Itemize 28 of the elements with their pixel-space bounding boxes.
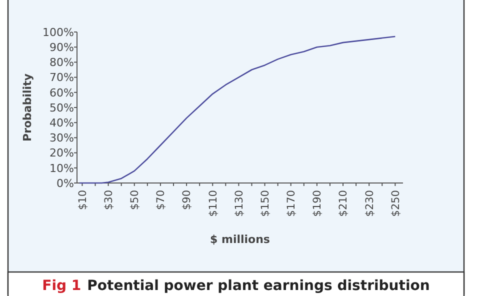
x-tick-label: $250 (390, 190, 402, 217)
y-tick-label: 0% (56, 176, 74, 190)
x-tick-label: $150 (259, 190, 272, 217)
x-tick-label: $170 (286, 190, 298, 217)
x-tick-label: $230 (364, 190, 376, 217)
x-tick-label: $70 (155, 190, 168, 210)
line-series (78, 36, 396, 184)
y-tick-label: 30% (50, 132, 74, 145)
x-tick-label: $190 (312, 190, 324, 217)
text: Fig 1 Potential power plant earnings distribution (42, 278, 430, 294)
x-tick-label: $90 (181, 190, 194, 210)
x-axis-title: $ millions (210, 233, 270, 246)
y-tick-label: 70% (50, 71, 74, 84)
y-tick-label: 20% (50, 146, 74, 160)
x-tick-label: $10 (76, 190, 89, 210)
y-tick-label: 90% (50, 40, 74, 54)
x-tick-label: $110 (207, 190, 220, 217)
x-tick-label: $30 (102, 190, 115, 210)
y-axis-title: Probability (21, 74, 34, 142)
y-tick-label: 60% (50, 86, 74, 100)
y-tick-label: 40% (50, 116, 74, 130)
y-tick-label: 10% (50, 162, 74, 175)
y-tick-label: 80% (50, 56, 74, 70)
x-tick-label: $210 (338, 190, 350, 217)
y-tick-label: 50% (50, 101, 74, 114)
y-tick-label: 100% (42, 26, 74, 39)
x-tick-label: $130 (233, 190, 246, 217)
x-tick-label: $50 (129, 190, 142, 210)
